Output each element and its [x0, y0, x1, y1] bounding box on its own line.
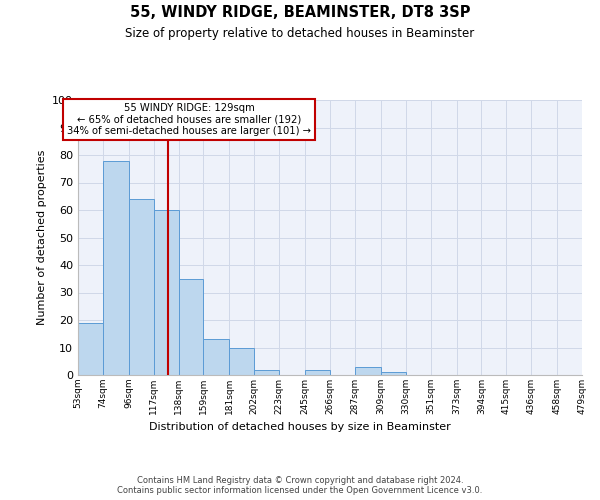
- Bar: [78, 323, 103, 375]
- Bar: [179, 279, 203, 375]
- Bar: [229, 348, 254, 375]
- Text: Size of property relative to detached houses in Beaminster: Size of property relative to detached ho…: [125, 28, 475, 40]
- Bar: [355, 367, 381, 375]
- Bar: [254, 370, 279, 375]
- Y-axis label: Number of detached properties: Number of detached properties: [37, 150, 47, 325]
- Text: Distribution of detached houses by size in Beaminster: Distribution of detached houses by size …: [149, 422, 451, 432]
- Bar: [203, 339, 229, 375]
- Text: Contains HM Land Registry data © Crown copyright and database right 2024.
Contai: Contains HM Land Registry data © Crown c…: [118, 476, 482, 495]
- Bar: [381, 372, 406, 375]
- Text: 55 WINDY RIDGE: 129sqm
← 65% of detached houses are smaller (192)
34% of semi-de: 55 WINDY RIDGE: 129sqm ← 65% of detached…: [67, 103, 311, 136]
- Bar: [305, 370, 330, 375]
- Text: 55, WINDY RIDGE, BEAMINSTER, DT8 3SP: 55, WINDY RIDGE, BEAMINSTER, DT8 3SP: [130, 5, 470, 20]
- Bar: [154, 210, 179, 375]
- Bar: [103, 160, 129, 375]
- Bar: [129, 199, 154, 375]
